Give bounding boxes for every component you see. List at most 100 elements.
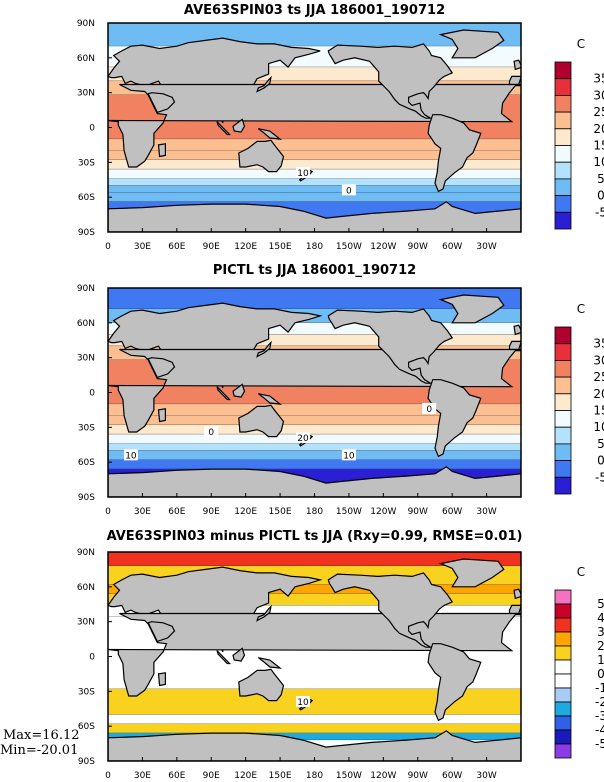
contour-label: 0 [208,428,214,438]
x-tick-label: 30W [476,771,496,781]
x-tick-label: 150E [269,242,292,252]
land-antarctica [108,201,521,232]
y-tick-label: 90S [78,228,95,238]
colorbar-label: 15 [593,404,604,418]
x-tick-label: 30W [476,507,496,517]
x-tick-label: 120W [370,507,396,517]
x-tick-label: 90E [203,507,220,517]
panel-title: AVE63SPIN03 ts JJA 186001_190712 [184,3,445,18]
sst-band [108,192,521,202]
x-tick-label: 60W [442,507,462,517]
y-tick-label: 30S [78,687,95,697]
min-stat: Min=-20.01 [0,743,78,758]
colorbar-label: 1 [597,653,604,667]
colorbar-label: 25 [593,370,604,384]
land-antarctica [108,730,521,761]
colorbar-box [554,178,572,196]
colorbar-box [554,393,572,411]
contour-label: 0 [346,186,352,196]
land-greenland [438,558,505,588]
x-tick-label: 180 [306,242,323,252]
land-arabia [147,621,176,643]
sst-band [108,322,521,335]
colorbar-label: -4 [595,723,604,737]
land-north-america [327,43,454,119]
colorbar-box [554,426,572,445]
contour-label: 10 [125,451,137,461]
colorbar-box [554,673,572,689]
y-tick-label: 60S [78,458,95,468]
sst-band [108,584,521,594]
land-newguinea [257,393,283,405]
land-greenland [438,29,505,59]
x-tick-label: 90W [408,507,428,517]
colorbar-label: 0 [597,454,604,468]
colorbar-box [554,61,572,80]
colorbar-box [554,128,572,146]
colorbar-unit: C [577,37,585,51]
x-tick-label: 120E [234,242,257,252]
colorbar-label: 20 [593,122,604,136]
colorbar-label: 15 [593,139,604,153]
x-tick-label: 150W [336,771,362,781]
colorbar-label: 25 [593,105,604,119]
y-tick-label: 90N [77,284,95,294]
x-tick-label: 180 [306,771,323,781]
colorbar-box [554,743,572,759]
colorbar-box [554,443,572,461]
sst-band [108,434,521,444]
colorbar-label: 35 [593,72,604,86]
land-borneo [232,647,246,662]
land-sumatra [216,650,232,665]
colorbar-unit: C [577,302,585,316]
land-japan [256,604,272,622]
colorbar-label: 10 [593,155,604,169]
y-tick-label: 60N [77,319,95,329]
land-south-america [427,114,482,193]
y-tick-label: 90N [77,19,95,29]
colorbar-box [554,715,572,731]
x-tick-label: 30E [134,242,151,252]
colorbar-box [554,631,572,647]
land-newguinea [257,657,283,669]
colorbar-box [554,161,572,180]
x-tick-label: 90E [203,771,220,781]
x-tick-label: 0 [105,771,111,781]
colorbar-box [554,195,572,213]
x-tick-label: 60E [168,771,185,781]
y-tick-label: 90N [77,548,95,558]
colorbar-box [554,589,572,605]
sst-band [108,605,521,618]
land-uk [513,324,521,336]
contour-label: 10 [343,451,355,461]
colorbar-box [554,687,572,703]
sst-band [108,459,521,470]
sst-band [108,714,521,724]
ocean-field: 10 0 [108,23,521,232]
colorbar-box [554,659,572,675]
colorbar-box [554,359,572,378]
colorbar-label: -5 [595,737,604,751]
x-tick-label: 60W [442,242,462,252]
sst-band [108,425,521,435]
land-iberia-west [508,75,521,86]
x-tick-label: 90E [203,242,220,252]
colorbar-box [554,343,572,361]
sst-band [108,160,521,170]
y-tick-label: 30N [77,354,95,364]
land-north-america [327,308,454,384]
sst-band [108,169,521,179]
contour-label: 10 [297,698,309,708]
y-tick-label: 0 [89,389,95,399]
land-arabia [147,92,176,114]
colorbar-box [554,145,572,163]
land-uk [513,588,521,600]
sst-band [108,723,521,734]
land-south-america [427,643,482,722]
land-madagascar [157,408,166,423]
colorbar-box [554,111,572,130]
colorbar-box [554,603,572,619]
x-tick-label: 120E [234,507,257,517]
colorbar-box [554,410,572,428]
colorbar-label: 30 [593,88,604,102]
